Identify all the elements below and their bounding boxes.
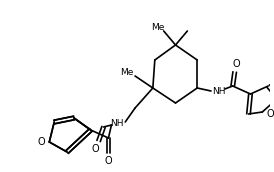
Text: O: O [38, 137, 45, 147]
Text: O: O [266, 109, 274, 119]
Text: NH: NH [212, 87, 226, 95]
Text: NH: NH [111, 120, 124, 128]
Text: Me: Me [151, 23, 164, 31]
Text: O: O [92, 144, 99, 154]
Text: O: O [105, 156, 112, 166]
Text: Me: Me [121, 67, 134, 77]
Text: O: O [233, 59, 241, 69]
